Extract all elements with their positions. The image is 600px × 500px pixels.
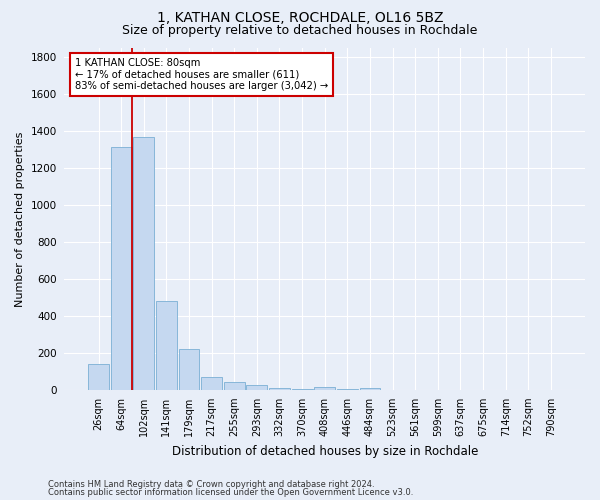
Y-axis label: Number of detached properties: Number of detached properties [15, 132, 25, 306]
Bar [179, 348, 199, 391]
Bar [269, 388, 290, 390]
Text: Contains public sector information licensed under the Open Government Licence v3: Contains public sector information licen… [48, 488, 413, 497]
Bar [88, 364, 109, 390]
Bar [247, 385, 267, 390]
Text: Size of property relative to detached houses in Rochdale: Size of property relative to detached ho… [122, 24, 478, 37]
Text: 1, KATHAN CLOSE, ROCHDALE, OL16 5BZ: 1, KATHAN CLOSE, ROCHDALE, OL16 5BZ [157, 11, 443, 25]
Text: Contains HM Land Registry data © Crown copyright and database right 2024.: Contains HM Land Registry data © Crown c… [48, 480, 374, 489]
Bar [314, 386, 335, 390]
Bar [201, 376, 222, 390]
Text: 1 KATHAN CLOSE: 80sqm
← 17% of detached houses are smaller (611)
83% of semi-det: 1 KATHAN CLOSE: 80sqm ← 17% of detached … [75, 58, 328, 91]
Bar [224, 382, 245, 390]
Bar [133, 138, 154, 390]
X-axis label: Distribution of detached houses by size in Rochdale: Distribution of detached houses by size … [172, 444, 478, 458]
Bar [359, 388, 380, 390]
Bar [156, 300, 177, 390]
Bar [111, 146, 131, 390]
